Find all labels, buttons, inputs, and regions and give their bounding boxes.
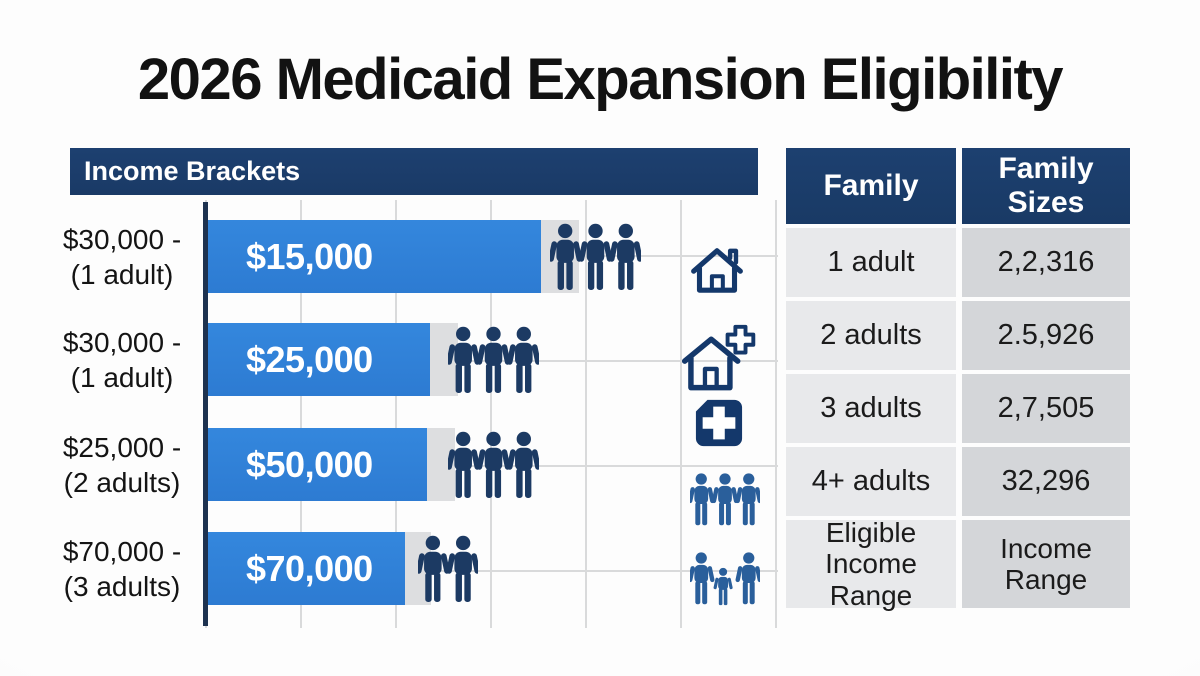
family-value: 1 adult — [827, 246, 915, 279]
bracket-size: (1 adult) — [70, 258, 174, 290]
family-value: Eligible Income Range — [825, 516, 917, 611]
bar-value-label: $15,000 — [246, 235, 373, 277]
table-row-family: Eligible Income Range — [786, 516, 956, 611]
bracket-size: (3 adults) — [63, 570, 181, 602]
chart-row: $70,000 - (3 adults) $70,000 — [0, 532, 790, 605]
two-persons-icon — [418, 535, 478, 602]
bar-track: $50,000 — [208, 428, 455, 501]
table-row-size: 2,2,316 — [962, 228, 1130, 297]
house-icon — [691, 248, 743, 293]
bracket-label-3: $25,000 - (2 adults) — [48, 428, 196, 501]
bracket-label-1: $30,000 - (1 adult) — [48, 220, 196, 293]
size-value: 2,7,505 — [997, 392, 1095, 425]
size-value: 2.5,926 — [997, 319, 1095, 352]
bracket-label-2: $30,000 - (1 adult) — [48, 323, 196, 396]
chart-axis-line — [203, 202, 208, 626]
three-persons-icon — [448, 431, 539, 498]
bracket-range: $30,000 - — [62, 326, 182, 358]
family-value: 3 adults — [820, 392, 922, 425]
bar-tail — [430, 323, 458, 396]
table-row-family: 3 adults — [786, 374, 956, 443]
income-bar-2: $25,000 — [208, 323, 430, 396]
bracket-size: (1 adult) — [70, 361, 174, 393]
bracket-label-4: $70,000 - (3 adults) — [48, 532, 196, 605]
size-value: 32,296 — [1001, 465, 1091, 498]
bracket-range: $30,000 - — [62, 223, 182, 255]
three-persons-icon — [550, 223, 641, 290]
table-row-family: 2 adults — [786, 301, 956, 370]
bar-track: $15,000 — [208, 220, 579, 293]
chart-row: $30,000 - (1 adult) $25,000 — [0, 323, 790, 396]
chart-row: $30,000 - (1 adult) $15,000 — [0, 220, 790, 293]
bracket-size: (2 adults) — [63, 466, 181, 498]
bar-value-label: $70,000 — [246, 547, 373, 589]
income-brackets-header: Income Brackets — [70, 148, 758, 195]
income-brackets-title: Income Brackets — [84, 156, 301, 186]
income-bar-1: $15,000 — [208, 220, 541, 293]
family-three-adults-icon — [690, 473, 760, 526]
table-header-family-sizes: Family Sizes — [962, 148, 1130, 224]
bar-track: $70,000 — [208, 532, 431, 605]
size-value: 2,2,316 — [997, 246, 1095, 279]
family-value: 2 adults — [820, 319, 922, 352]
bar-track: $25,000 — [208, 323, 458, 396]
table-row-size: 2.5,926 — [962, 301, 1130, 370]
table-row-size: 32,296 — [962, 447, 1130, 516]
page-title: 2026 Medicaid Expansion Eligibility — [137, 47, 1064, 112]
table-header-family: Family — [786, 148, 956, 224]
table-row-family: 1 adult — [786, 228, 956, 297]
table-row-family: 4+ adults — [786, 447, 956, 516]
chart-row: $25,000 - (2 adults) $50,000 — [0, 428, 790, 501]
medical-cross-icon — [695, 399, 743, 447]
three-persons-icon — [448, 326, 539, 393]
size-value: Income Range — [1000, 532, 1092, 595]
family-value: 4+ adults — [811, 465, 931, 498]
bracket-range: $25,000 - — [62, 431, 182, 463]
income-bar-3: $50,000 — [208, 428, 427, 501]
header-label: Family — [823, 169, 919, 203]
bracket-range: $70,000 - — [62, 535, 182, 567]
bar-value-label: $50,000 — [246, 443, 373, 485]
header-label: Family Sizes — [998, 152, 1094, 219]
table-row-size: 2,7,505 — [962, 374, 1130, 443]
table-row-size: Income Range — [962, 520, 1130, 608]
income-bar-4: $70,000 — [208, 532, 405, 605]
bar-value-label: $25,000 — [246, 338, 373, 380]
family-with-child-icon — [690, 552, 760, 606]
house-plus-icon — [681, 324, 756, 391]
